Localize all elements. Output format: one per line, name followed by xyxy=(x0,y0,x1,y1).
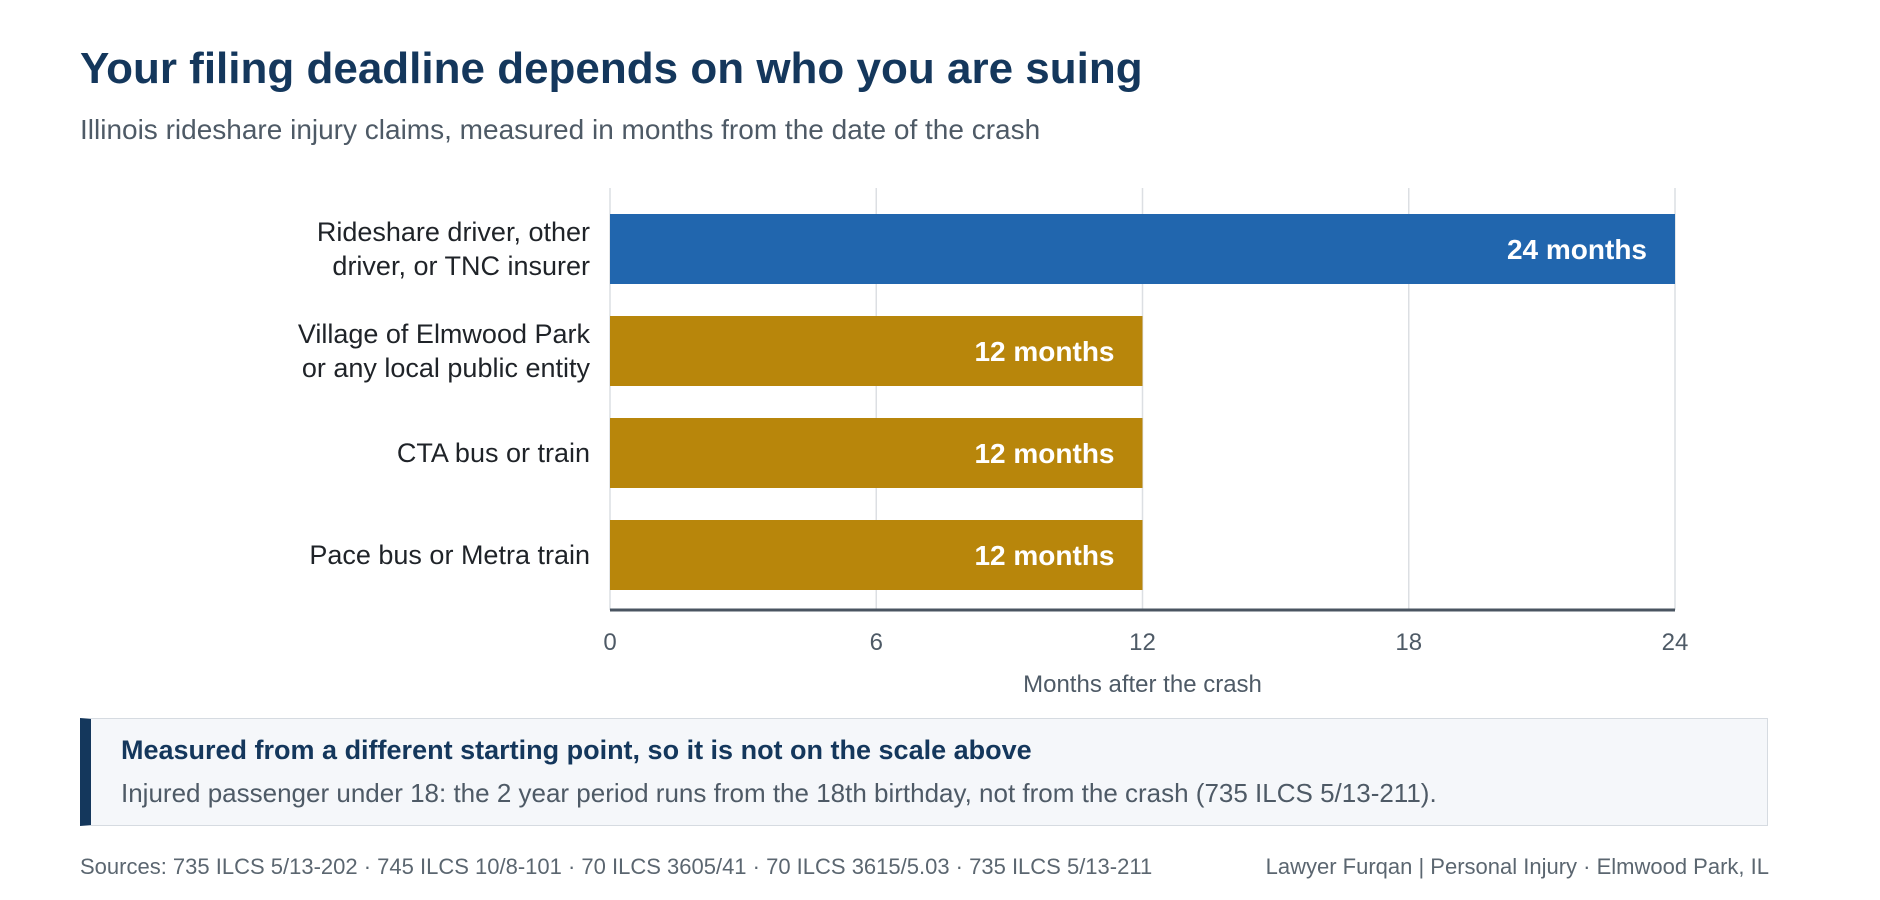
bar-value-label: 24 months xyxy=(1507,234,1647,265)
category-label: Rideshare driver, other driver, or TNC in… xyxy=(317,217,590,281)
note-callout: Measured from a different starting point… xyxy=(80,718,1768,826)
chart-subtitle: Illinois rideshare injury claims, measur… xyxy=(80,114,1041,145)
x-axis-label: Months after the crash xyxy=(1023,671,1262,698)
bar-value-label: 12 months xyxy=(974,540,1114,571)
callout-title: Measured from a different starting point… xyxy=(121,735,1032,765)
bar-chart: 24 months Rideshare driver, other driver, … xyxy=(298,188,1689,698)
x-tick-label: 24 xyxy=(1662,629,1689,656)
x-tick-label: 12 xyxy=(1129,629,1156,656)
bar-value-label: 12 months xyxy=(974,438,1114,469)
category-label: Pace bus or Metra train xyxy=(309,540,590,570)
x-tick-label: 0 xyxy=(603,629,616,656)
bar-value-label: 12 months xyxy=(974,336,1114,367)
category-label: Village of Elmwood Park or any local publ… xyxy=(298,319,591,383)
x-tick-label: 6 xyxy=(870,629,883,656)
sources-footnote: Sources: 735 ILCS 5/13-202 · 745 ILCS 10… xyxy=(80,854,1153,879)
chart-title: Your filing deadline depends on who you … xyxy=(80,44,1143,93)
category-label: CTA bus or train xyxy=(397,438,590,468)
callout-body: Injured passenger under 18: the 2 year p… xyxy=(121,778,1437,808)
credit-footnote: Lawyer Furqan | Personal Injury · Elmwoo… xyxy=(1265,854,1769,879)
bar xyxy=(610,520,1143,590)
bar xyxy=(610,316,1143,386)
x-tick-label: 18 xyxy=(1395,629,1422,656)
bar xyxy=(610,418,1143,488)
bar xyxy=(610,214,1675,284)
